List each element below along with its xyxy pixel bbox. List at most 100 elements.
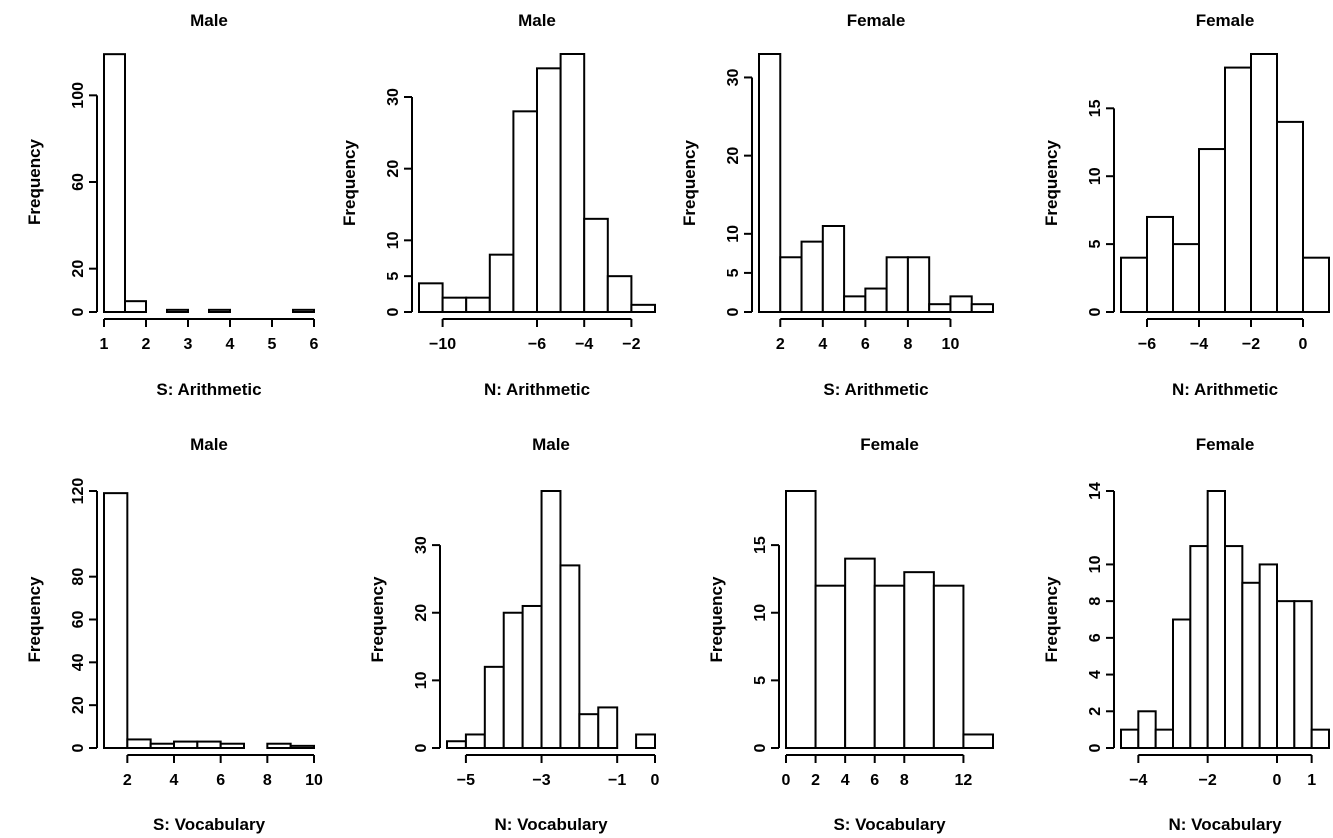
histogram-bar [266,742,292,750]
y-axis: 0 5 10 15 [752,536,780,752]
y-tick-label: 2 [1087,707,1104,716]
histogram-bar [906,256,931,314]
x-tick-label: 4 [226,336,235,353]
histogram-bar [843,295,867,314]
x-tick-label: 6 [216,772,225,789]
y-tick-label: 20 [70,260,87,278]
histogram-bar [464,733,486,750]
y-tick-label: 15 [1087,99,1104,117]
histogram-bar [1310,728,1330,750]
histogram-panel-3: Female 2 4 6 8 10 0 5 10 20 30 S: Arithmetic Frequen… [680,11,995,399]
histogram-bar [1120,256,1148,313]
y-tick-label: 60 [70,611,87,629]
histogram-bar [873,584,906,749]
y-tick-label: 14 [1087,482,1104,500]
histogram-bar [1241,581,1261,749]
chart-title: Male [532,435,570,454]
x-axis: 2 4 6 8 10 [776,318,959,353]
histogram-bar [540,490,562,749]
y-tick-label: 40 [70,653,87,671]
chart-title: Male [190,11,228,30]
histogram-bar [779,256,803,314]
x-axis: −10 −6 −4 −2 [429,318,641,353]
histogram-bar [488,253,515,314]
y-tick-label: 20 [385,160,402,178]
histogram-bar [1189,545,1209,749]
chart-title: Female [847,11,906,30]
histogram-bar [785,490,817,749]
histogram-bar [885,256,909,314]
y-tick-label: 20 [413,604,430,622]
y-tick-label: 5 [385,272,402,281]
histogram-bar [441,296,468,313]
x-tick-label: −3 [532,772,550,789]
y-tick-label: 10 [725,225,742,243]
histogram-bar [578,713,600,749]
x-axis-label: N: Arithmetic [484,380,590,399]
x-tick-label: −2 [1242,336,1260,353]
x-tick-label: 6 [870,772,879,789]
histogram-bar [512,110,539,314]
y-tick-label: 20 [725,147,742,165]
histogram-bar [1224,66,1252,313]
histogram-bar [173,740,199,750]
y-tick-label: 30 [413,536,430,554]
histogram-bar [1172,243,1200,314]
histogram-bar [103,492,129,749]
x-tick-label: 6 [861,336,870,353]
x-axis-label: S: Vocabulary [833,815,946,834]
x-tick-label: −5 [457,772,475,789]
y-tick-label: 20 [70,696,87,714]
x-tick-label: 5 [268,336,277,353]
histogram-bar [630,303,657,314]
histogram-bar [1137,710,1157,749]
histogram-bar [932,584,965,749]
y-tick-label: 0 [1087,307,1104,316]
histogram-bar [1293,600,1313,750]
y-axis-label: Frequency [25,138,44,225]
x-tick-label: −6 [528,336,546,353]
x-tick-label: 8 [263,772,272,789]
histogram-bar [536,67,562,314]
x-tick-label: 2 [811,772,820,789]
x-tick-label: −6 [1138,336,1156,353]
y-axis: 0 10 20 30 [413,536,441,752]
histogram-panel-2: Male −10 −6 −4 −2 0 5 10 20 30 N: Arithmetic Freque… [340,11,657,399]
x-axis: −6 −4 −2 0 [1138,318,1308,353]
y-axis-label: Frequency [1042,139,1061,226]
x-axis: −5 −3 −1 0 [457,754,660,789]
y-tick-label: 0 [1087,743,1104,752]
x-tick-label: 1 [100,336,109,353]
x-tick-label: 0 [1273,772,1282,789]
y-tick-label: 30 [725,68,742,86]
y-axis: 0 5 10 15 [1087,99,1115,316]
x-axis-label: N: Arithmetic [1172,380,1278,399]
histogram-bar [559,53,586,313]
histogram-bar [418,282,444,314]
histogram-bar [559,564,581,749]
y-tick-label: 5 [1087,240,1104,249]
y-tick-label: 6 [1087,633,1104,642]
y-axis: 0 20 40 60 80 120 [70,478,98,752]
histogram-bar [446,740,467,749]
histogram-bar [483,665,505,749]
y-axis: 0 5 10 20 30 [385,88,413,316]
x-axis: 0 2 4 6 8 12 [782,754,973,789]
x-tick-label: 0 [782,772,791,789]
x-tick-label: 6 [310,336,319,353]
y-axis: 0 5 10 20 30 [725,68,753,316]
histogram-bar [1172,618,1192,749]
histogram-bar [949,295,973,314]
chart-title: Male [190,435,228,454]
x-tick-label: 12 [955,772,973,789]
histogram-bar [126,738,152,750]
histogram-bar [928,303,952,314]
x-tick-label: −4 [1190,336,1208,353]
x-tick-label: −4 [575,336,593,353]
x-axis-label: S: Vocabulary [153,815,266,834]
histogram-bar [289,744,315,750]
x-tick-label: 8 [900,772,909,789]
histogram-bar [502,611,524,749]
